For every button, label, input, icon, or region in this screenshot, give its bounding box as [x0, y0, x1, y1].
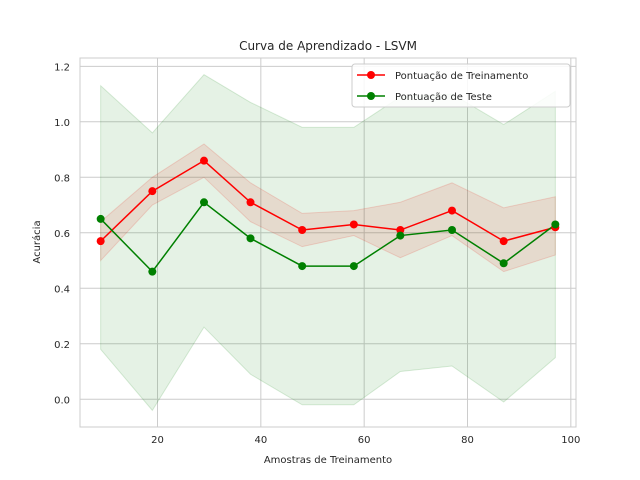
train-score-point [396, 226, 405, 235]
plot-frame [79, 57, 577, 428]
test-score-point [551, 220, 560, 229]
train-score-point [200, 156, 208, 165]
plot-area [80, 58, 576, 427]
train-score-point [499, 237, 508, 246]
y-tick-label: 0.6 [54, 229, 70, 240]
x-tick-label: 100 [561, 435, 580, 446]
legend-train-label: Pontuação de Treinamento [395, 71, 528, 82]
y-axis-title: Acurácia [31, 220, 43, 263]
train-score-point [96, 237, 105, 246]
y-tick-label: 0.4 [54, 284, 70, 295]
train-score-point [246, 198, 255, 207]
test-score-point [499, 259, 508, 268]
legend-test-label: Pontuação de Teste [395, 92, 492, 103]
grid [80, 58, 576, 427]
train-score-point [349, 220, 358, 229]
test-std-band [100, 74, 556, 412]
train-std-band [100, 143, 556, 273]
confidence-bands [100, 74, 556, 412]
test-score-point [349, 262, 358, 271]
test-score-point [246, 234, 255, 243]
x-tick-label: 40 [254, 435, 267, 446]
test-score-point [298, 262, 307, 271]
test-score-point [396, 231, 405, 240]
y-tick-label: 0.0 [54, 395, 70, 406]
chart-title: Curva de Aprendizado - LSVM [239, 39, 417, 53]
test-score-point [96, 214, 105, 223]
legend-frame [351, 63, 571, 108]
test-score-line [100, 201, 556, 273]
tick-labels: 20 40 60 80 100 0.0 0.2 0.4 0.6 0.8 1.0 1.2 [54, 62, 580, 446]
train-score-line [100, 159, 556, 242]
y-tick-label: 0.8 [54, 173, 70, 184]
x-tick-label: 80 [461, 435, 474, 446]
legend-train-marker [367, 71, 375, 79]
y-tick-label: 1.0 [54, 118, 70, 129]
train-score-point [448, 206, 456, 215]
legend-test-marker [367, 92, 375, 100]
test-score-point [448, 226, 456, 235]
y-tick-label: 1.2 [54, 62, 70, 73]
series-markers [96, 156, 560, 276]
x-tick-label: 20 [151, 435, 164, 446]
x-axis-title: Amostras de Treinamento [264, 455, 392, 466]
test-score-point [200, 198, 208, 207]
series-lines [100, 159, 556, 273]
x-tick-label: 60 [358, 435, 371, 446]
y-tick-label: 0.2 [54, 340, 70, 351]
legend: Pontuação de Treinamento Pontuação de Te… [351, 63, 571, 108]
test-score-point [148, 267, 157, 276]
train-score-point [298, 226, 307, 235]
train-score-point [148, 187, 157, 196]
